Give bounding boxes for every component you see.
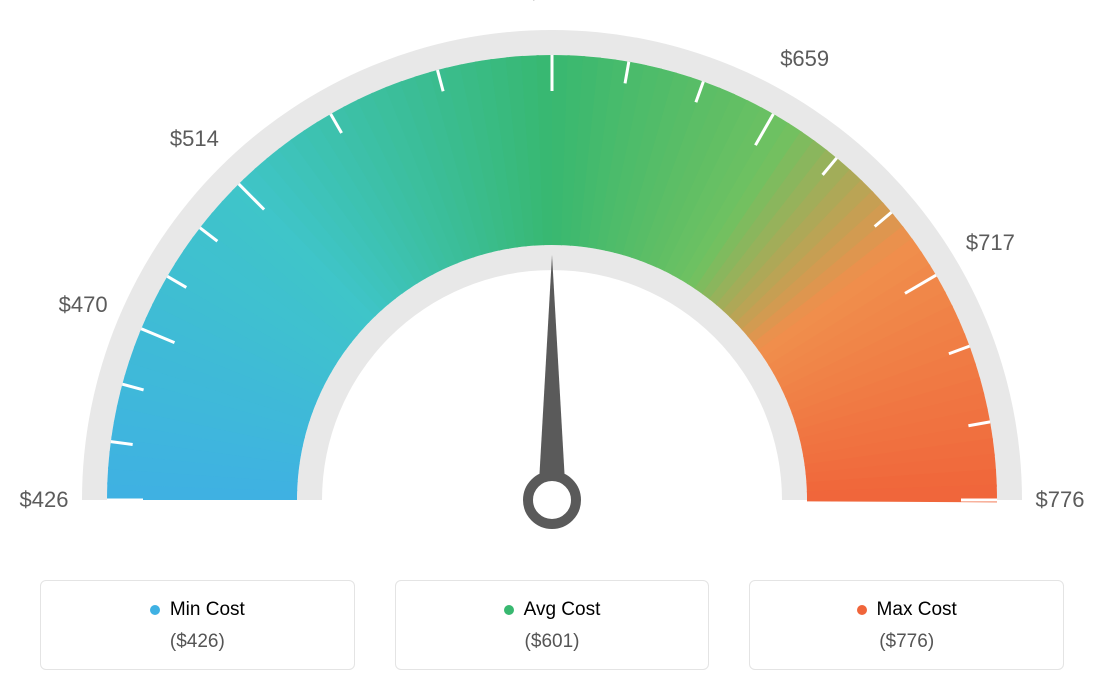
gauge-tick-label: $601 [528, 0, 577, 5]
gauge-area: $426 $470 $514 $601 $659 $717 $776 [0, 0, 1104, 560]
legend-dot-max [857, 605, 867, 615]
legend-title-min: Min Cost [150, 599, 245, 621]
gauge-tick-label: $470 [59, 292, 108, 318]
legend-label-avg: Avg Cost [524, 599, 601, 621]
gauge-tick-label: $426 [20, 487, 69, 513]
gauge-tick-label: $776 [1036, 487, 1085, 513]
gauge-tick-label: $717 [966, 230, 1015, 256]
legend-value-max: ($776) [760, 631, 1053, 653]
legend-label-min: Min Cost [170, 599, 245, 621]
gauge-tick-label: $514 [170, 126, 219, 152]
legend-label-max: Max Cost [877, 599, 957, 621]
legend-value-min: ($426) [51, 631, 344, 653]
legend-row: Min Cost ($426) Avg Cost ($601) Max Cost… [0, 580, 1104, 670]
cost-gauge-chart: $426 $470 $514 $601 $659 $717 $776 Min Cost ($… [0, 0, 1104, 690]
legend-title-avg: Avg Cost [504, 599, 601, 621]
gauge-svg [0, 0, 1104, 560]
gauge-tick-label: $659 [780, 46, 829, 72]
legend-card-avg: Avg Cost ($601) [395, 580, 710, 670]
legend-card-min: Min Cost ($426) [40, 580, 355, 670]
legend-dot-min [150, 605, 160, 615]
legend-card-max: Max Cost ($776) [749, 580, 1064, 670]
legend-title-max: Max Cost [857, 599, 957, 621]
legend-value-avg: ($601) [406, 631, 699, 653]
legend-dot-avg [504, 605, 514, 615]
